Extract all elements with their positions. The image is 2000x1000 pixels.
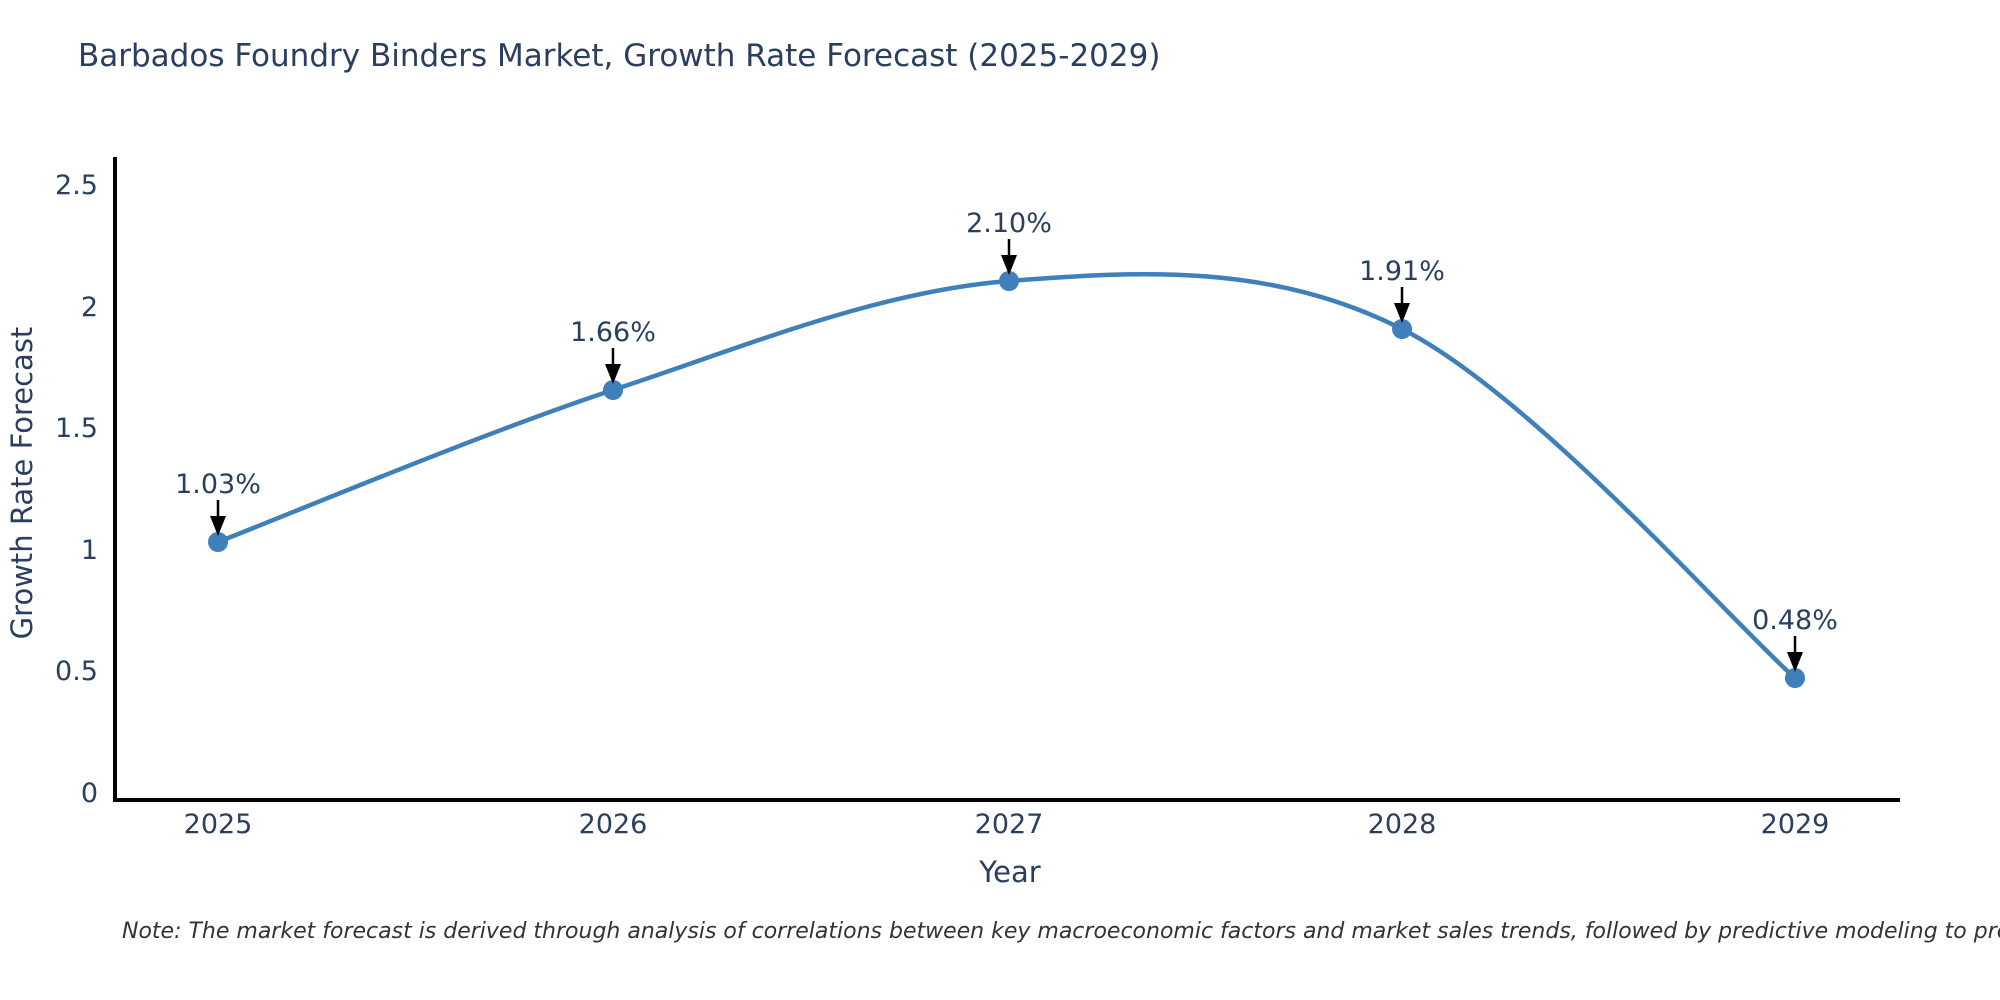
y-tick-label: 1 [81,535,98,566]
data-point-marker [999,271,1019,291]
footnote: Note: The market forecast is derived thr… [122,919,2000,944]
annotation-arrowhead-icon [1787,652,1803,672]
annotation-2029: 0.48% [1752,605,1838,672]
annotation-label: 0.48% [1752,605,1838,636]
y-tick-label: 2 [81,292,98,323]
y-axis-title: Growth Rate Forecast [5,327,39,640]
y-tick-label: 1.5 [55,413,98,444]
annotation-label: 1.03% [175,469,261,500]
y-tick-label: 0.5 [55,656,98,687]
x-tick-label: 2029 [1761,809,1830,840]
x-tick-labels: 2025 2026 2027 2028 2029 [184,809,1830,840]
annotation-arrowhead-icon [605,364,621,384]
annotation-label: 1.66% [570,317,656,348]
forecast-line [215,271,1798,681]
x-tick-label: 2026 [579,809,648,840]
x-tick-label: 2028 [1368,809,1437,840]
annotation-2028: 1.91% [1359,256,1445,323]
y-tick-label: 0 [81,778,98,809]
annotation-arrowhead-icon [1394,303,1410,323]
y-tick-labels: 0 0.5 1 1.5 2 2.5 [55,170,98,809]
annotation-2025: 1.03% [175,469,261,536]
annotation-arrowhead-icon [1001,255,1017,275]
x-axis-title: Year [978,855,1040,889]
data-point-markers [208,271,1805,688]
annotation-label: 2.10% [966,208,1052,239]
x-tick-label: 2027 [975,809,1044,840]
data-point-marker [603,380,623,400]
annotation-2027: 2.10% [966,208,1052,275]
annotation-2026: 1.66% [570,317,656,384]
data-point-marker [1785,668,1805,688]
annotation-label: 1.91% [1359,256,1445,287]
chart-title: Barbados Foundry Binders Market, Growth … [78,38,1160,74]
point-annotations: 1.03% 1.66% 2.10% 1.91% 0.48% [175,208,1838,672]
data-point-marker [1392,319,1412,339]
annotation-arrowhead-icon [210,516,226,536]
y-tick-label: 2.5 [55,170,98,201]
data-point-marker [208,532,228,552]
x-tick-label: 2025 [184,809,253,840]
